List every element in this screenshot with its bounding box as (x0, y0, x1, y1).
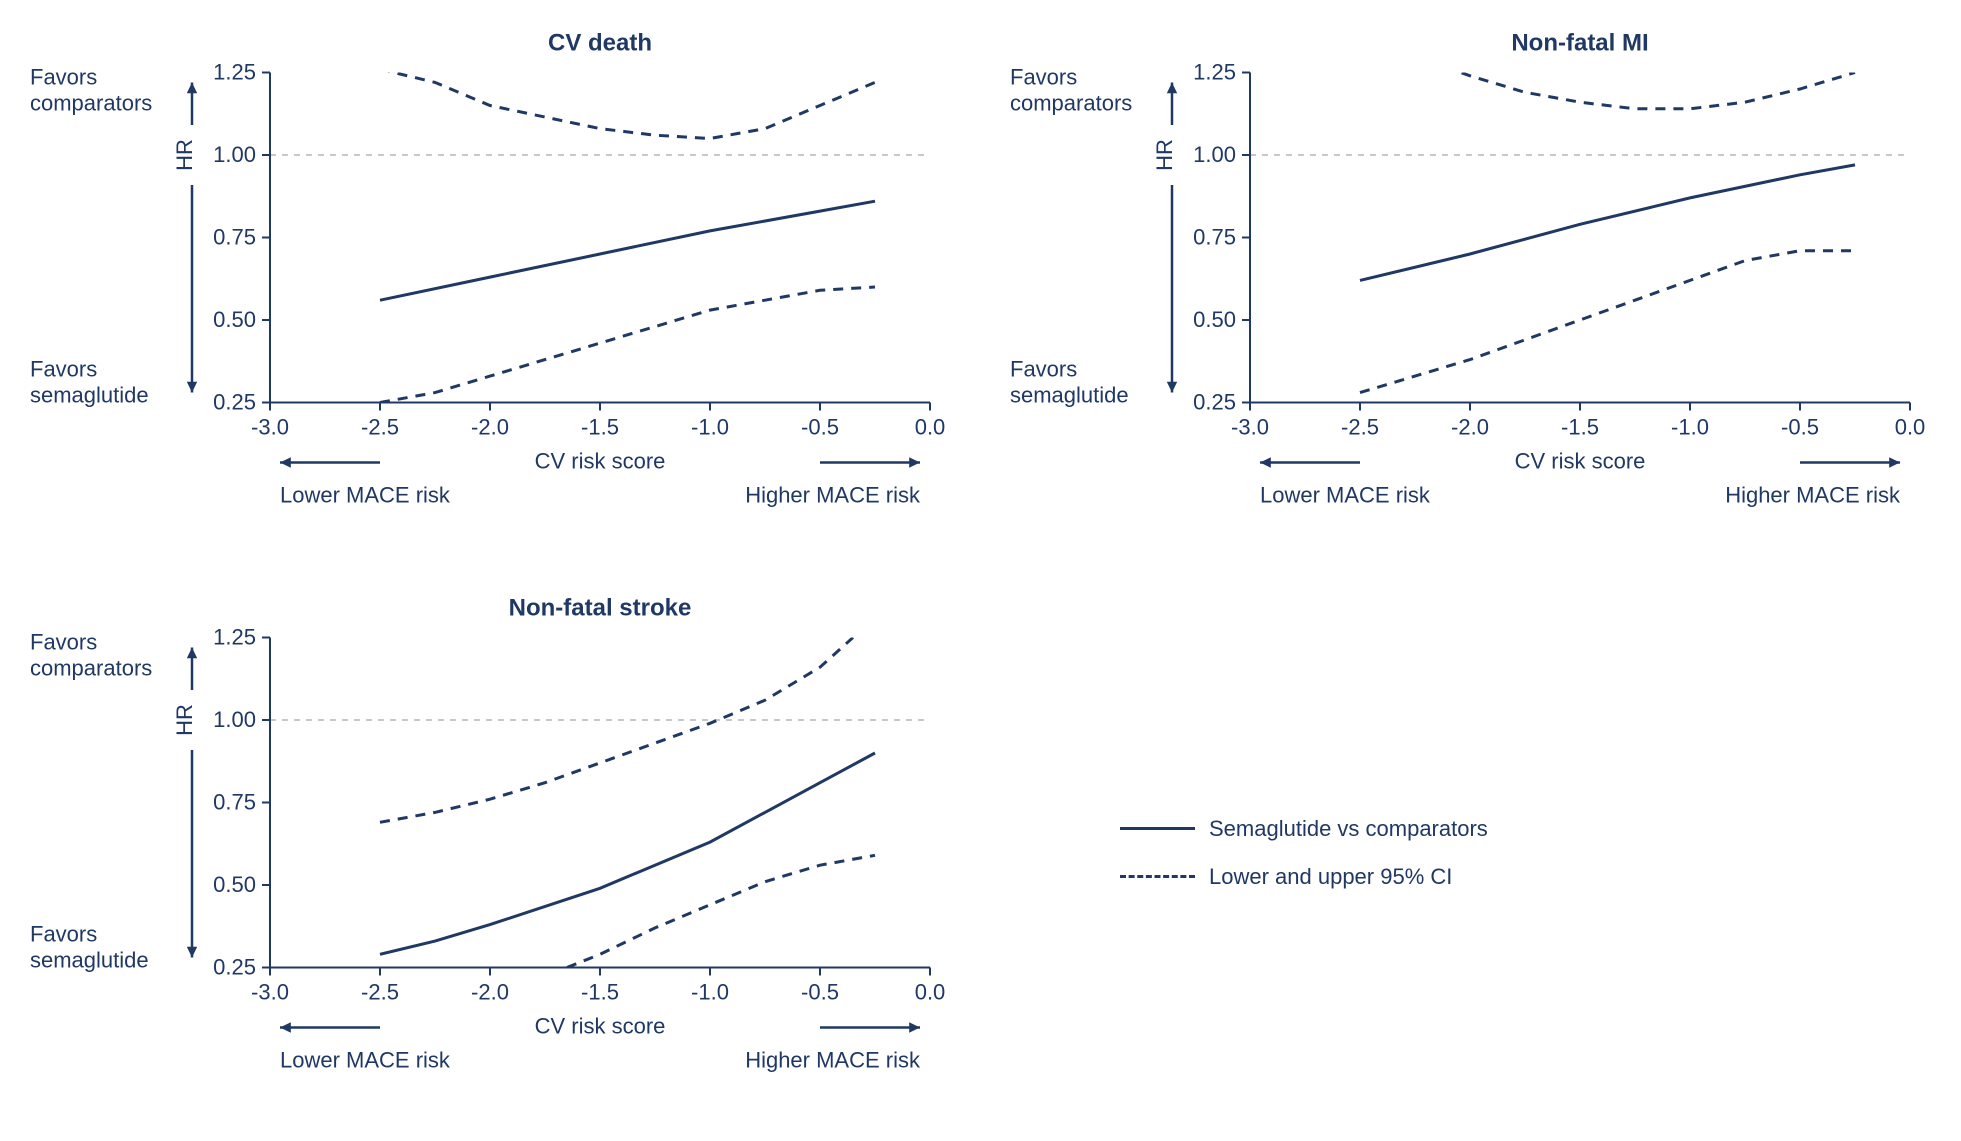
y-tick-label: 0.75 (213, 225, 256, 250)
x-tick-label: -2.0 (1451, 415, 1489, 440)
y-tick-label: 0.25 (213, 955, 256, 980)
chart-svg: Non-fatal MI -3.0 -2.5 -2.0 -1.5 -1.0 -0.5 0.0 0… (1000, 20, 1940, 555)
x-tick-label: -3.0 (251, 415, 289, 440)
x-tick-label: -3.0 (1231, 415, 1269, 440)
x-tick-label: -1.0 (1671, 415, 1709, 440)
favors-top-line: comparators (30, 91, 152, 116)
y-tick-label: 1.25 (213, 60, 256, 85)
x-tick-label: -2.5 (361, 980, 399, 1005)
chart-svg: CV death -3.0 -2.5 -2.0 -1.5 -1.0 -0.5 0.0 0.25 0… (20, 20, 960, 555)
x-tick-label: -2.0 (471, 980, 509, 1005)
chart-title: CV death (548, 30, 652, 57)
x-sub-right: Higher MACE risk (745, 1048, 921, 1073)
favors-bottom-line: Favors (30, 357, 97, 382)
panel-nonfatal-mi: Non-fatal MI -3.0 -2.5 -2.0 -1.5 -1.0 -0.5 0.0 0… (1000, 20, 1940, 555)
x-sub-left: Lower MACE risk (280, 1048, 451, 1073)
favors-top-line: comparators (30, 656, 152, 681)
y-tick-label: 0.25 (213, 390, 256, 415)
upper-ci-line (380, 69, 875, 138)
legend: Semaglutide vs comparators Lower and upp… (1000, 585, 1940, 1120)
favors-top-line: Favors (30, 65, 97, 90)
legend-item-dashed: Lower and upper 95% CI (1120, 864, 1940, 890)
panel-nonfatal-stroke: Non-fatal stroke -3.0 -2.5 -2.0 -1.5 -1.0 -0.5… (20, 585, 960, 1120)
chart-title: Non-fatal MI (1511, 30, 1648, 57)
lower-ci-line (1360, 251, 1855, 393)
x-tick-label: -3.0 (251, 980, 289, 1005)
favors-bottom-line: Favors (30, 922, 97, 947)
x-sub-right: Higher MACE risk (745, 483, 921, 508)
x-tick-label: -2.5 (361, 415, 399, 440)
legend-label-solid: Semaglutide vs comparators (1209, 816, 1488, 842)
favors-bottom-line: semaglutide (1010, 383, 1129, 408)
favors-top-line: Favors (1010, 65, 1077, 90)
y-axis-label: HR (172, 704, 197, 736)
lower-ci-line (567, 855, 875, 967)
legend-item-solid: Semaglutide vs comparators (1120, 816, 1940, 842)
x-sub-left: Lower MACE risk (1260, 483, 1431, 508)
x-tick-label: 0.0 (915, 415, 946, 440)
y-tick-label: 0.50 (213, 307, 256, 332)
y-tick-label: 1.00 (213, 707, 256, 732)
y-tick-label: 0.75 (213, 790, 256, 815)
upper-ci-line (380, 638, 853, 823)
y-tick-label: 1.00 (213, 142, 256, 167)
favors-top-line: Favors (30, 630, 97, 655)
favors-bottom-line: Favors (1010, 357, 1077, 382)
x-tick-label: 0.0 (915, 980, 946, 1005)
chart-svg: Non-fatal stroke -3.0 -2.5 -2.0 -1.5 -1.0 -0.5… (20, 585, 960, 1120)
x-tick-label: 0.0 (1895, 415, 1926, 440)
main-line (380, 201, 875, 300)
x-tick-label: -1.0 (691, 980, 729, 1005)
main-line (1360, 165, 1855, 281)
x-axis-label: CV risk score (535, 449, 666, 474)
x-tick-label: -1.5 (581, 415, 619, 440)
x-tick-label: -0.5 (801, 415, 839, 440)
y-tick-label: 0.50 (1193, 307, 1236, 332)
x-sub-left: Lower MACE risk (280, 483, 451, 508)
x-sub-right: Higher MACE risk (1725, 483, 1901, 508)
x-axis-label: CV risk score (535, 1014, 666, 1039)
y-tick-label: 1.00 (1193, 142, 1236, 167)
y-axis-label: HR (172, 139, 197, 171)
favors-bottom-line: semaglutide (30, 383, 149, 408)
y-tick-label: 0.25 (1193, 390, 1236, 415)
x-tick-label: -1.0 (691, 415, 729, 440)
y-tick-label: 1.25 (213, 625, 256, 650)
x-tick-label: -2.0 (471, 415, 509, 440)
y-tick-label: 1.25 (1193, 60, 1236, 85)
lower-ci-line (380, 287, 875, 403)
figure-grid: CV death -3.0 -2.5 -2.0 -1.5 -1.0 -0.5 0.0 0.25 0… (20, 20, 1940, 1120)
x-tick-label: -1.5 (581, 980, 619, 1005)
y-tick-label: 0.50 (213, 872, 256, 897)
favors-top-line: comparators (1010, 91, 1132, 116)
x-tick-label: -0.5 (801, 980, 839, 1005)
y-tick-label: 0.75 (1193, 225, 1236, 250)
legend-swatch-solid (1120, 827, 1195, 830)
legend-label-dashed: Lower and upper 95% CI (1209, 864, 1452, 890)
chart-title: Non-fatal stroke (509, 595, 692, 622)
x-axis-label: CV risk score (1515, 449, 1646, 474)
x-tick-label: -2.5 (1341, 415, 1379, 440)
x-tick-label: -0.5 (1781, 415, 1819, 440)
y-axis-label: HR (1152, 139, 1177, 171)
main-line (380, 753, 875, 954)
favors-bottom-line: semaglutide (30, 948, 149, 973)
panel-cv-death: CV death -3.0 -2.5 -2.0 -1.5 -1.0 -0.5 0.0 0.25 0… (20, 20, 960, 555)
x-tick-label: -1.5 (1561, 415, 1599, 440)
legend-swatch-dashed (1120, 875, 1195, 878)
